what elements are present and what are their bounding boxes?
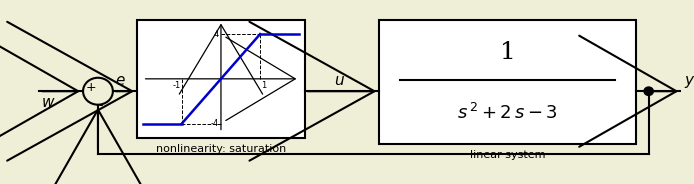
Text: -4: -4	[211, 119, 219, 128]
Circle shape	[644, 87, 653, 95]
Text: +: +	[85, 81, 96, 94]
Text: -: -	[99, 99, 103, 112]
Text: -1: -1	[173, 81, 181, 90]
Text: 1: 1	[261, 81, 266, 90]
Text: $s^{\,2}+2\,s-3$: $s^{\,2}+2\,s-3$	[457, 102, 558, 123]
Text: e: e	[116, 73, 125, 88]
Text: y: y	[684, 73, 693, 88]
Text: linear system: linear system	[470, 150, 545, 160]
Bar	[137, 20, 305, 138]
Text: 4: 4	[214, 30, 219, 39]
Bar	[380, 20, 636, 144]
Text: 1: 1	[500, 41, 516, 64]
Text: w: w	[42, 95, 55, 110]
Text: u: u	[335, 73, 344, 88]
Text: nonlinearity: saturation: nonlinearity: saturation	[156, 144, 286, 154]
